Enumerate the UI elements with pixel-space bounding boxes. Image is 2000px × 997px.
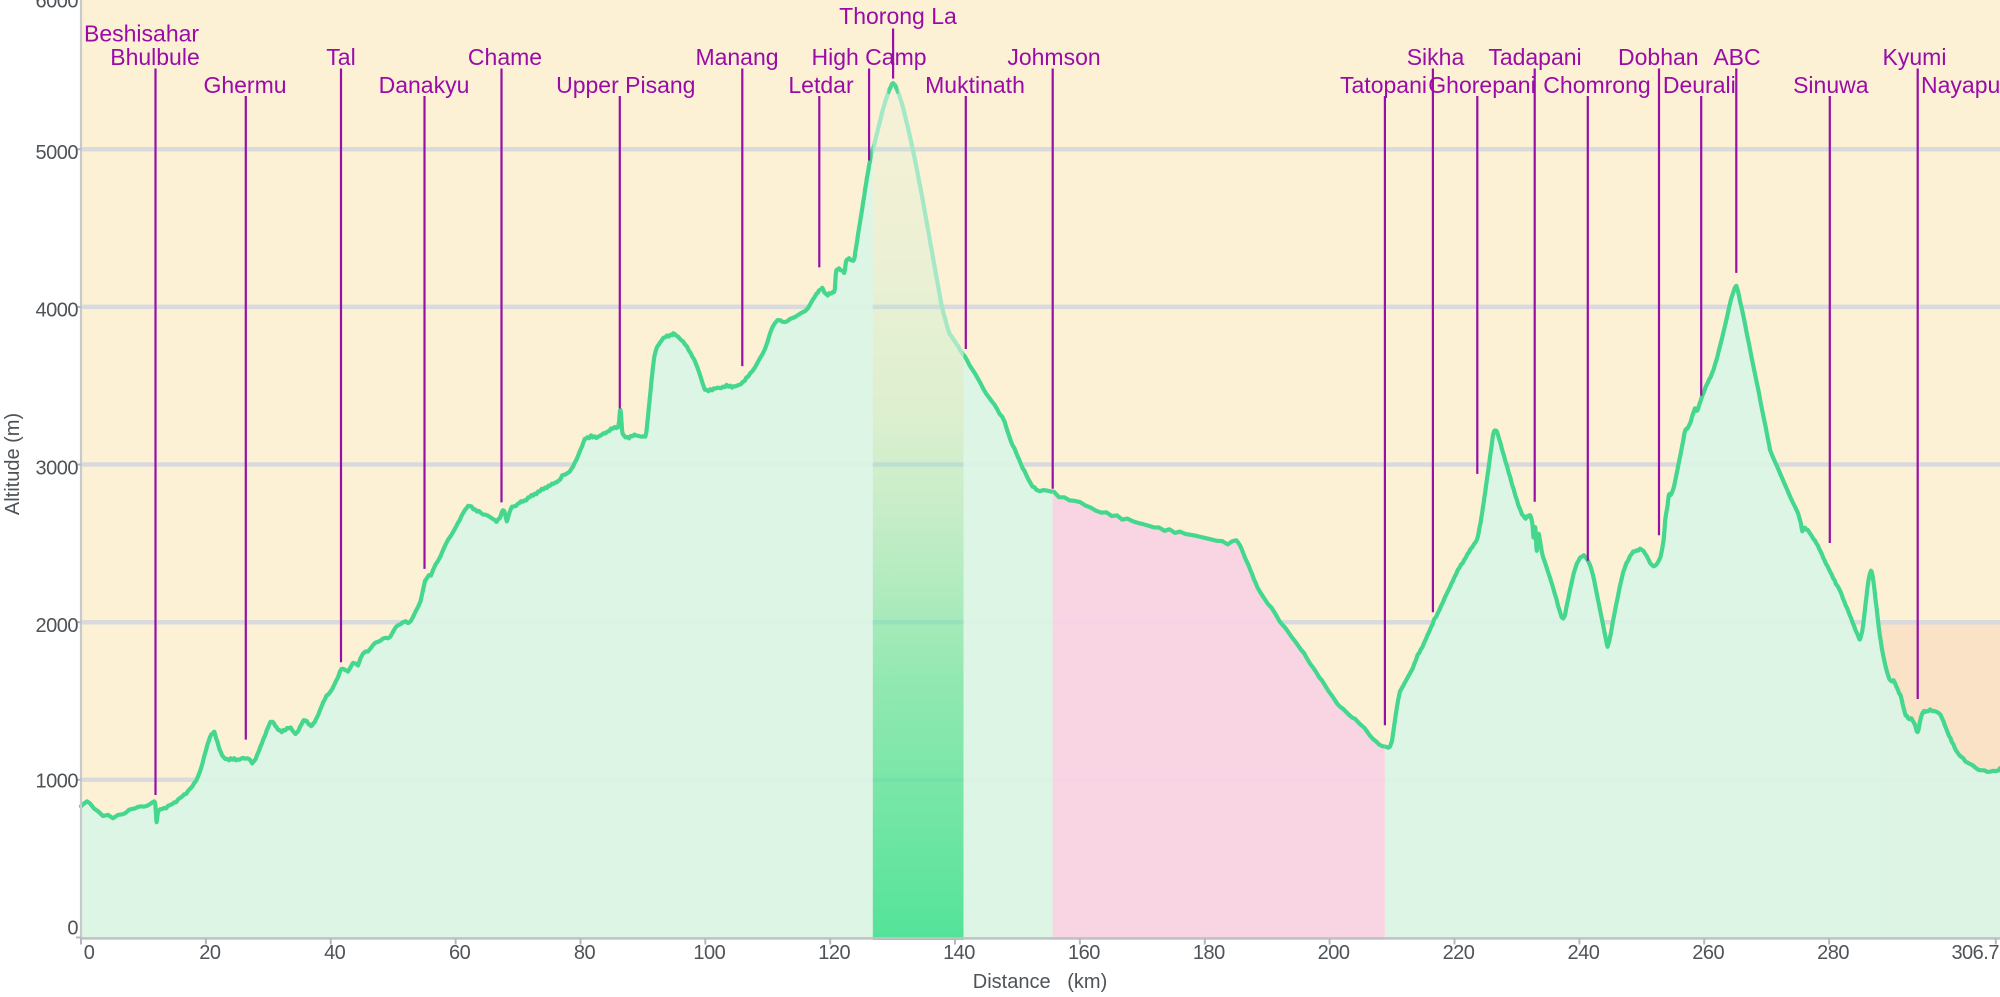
svg-text:Dobhan: Dobhan [1618, 44, 1699, 70]
svg-text:High Camp: High Camp [811, 44, 926, 70]
svg-text:160: 160 [1068, 942, 1100, 964]
svg-text:6000: 6000 [36, 0, 79, 13]
svg-text:Bhulbule: Bhulbule [110, 44, 200, 70]
svg-text:0: 0 [67, 918, 78, 940]
svg-text:40: 40 [324, 942, 346, 964]
svg-text:280: 280 [1817, 942, 1849, 964]
svg-text:Kyumi: Kyumi [1883, 44, 1947, 70]
svg-text:Thorong La: Thorong La [839, 3, 957, 29]
svg-text:Johmson: Johmson [1007, 44, 1100, 70]
svg-text:Altitude (m): Altitude (m) [2, 413, 24, 515]
svg-text:Ghermu: Ghermu [203, 72, 286, 98]
svg-text:Upper Pisang: Upper Pisang [556, 72, 695, 98]
svg-text:4000: 4000 [36, 300, 79, 322]
svg-text:Chomrong: Chomrong [1543, 72, 1650, 98]
svg-text:Tal: Tal [326, 44, 355, 70]
svg-text:Deurali: Deurali [1663, 72, 1736, 98]
svg-text:3000: 3000 [36, 457, 79, 479]
svg-text:200: 200 [1318, 942, 1350, 964]
svg-text:Sinuwa: Sinuwa [1793, 72, 1869, 98]
svg-text:120: 120 [818, 942, 850, 964]
svg-text:Manang: Manang [695, 44, 778, 70]
svg-text:5000: 5000 [36, 142, 79, 164]
svg-text:Chame: Chame [468, 44, 542, 70]
svg-text:1000: 1000 [36, 771, 79, 793]
svg-text:80: 80 [574, 942, 596, 964]
svg-text:Ghorepani: Ghorepani [1428, 72, 1535, 98]
svg-text:Muktinath: Muktinath [925, 72, 1025, 98]
svg-text:140: 140 [943, 942, 975, 964]
svg-text:ABC: ABC [1713, 44, 1760, 70]
svg-text:Danakyu: Danakyu [379, 72, 470, 98]
svg-text:Tatopani: Tatopani [1340, 72, 1427, 98]
svg-text:Distance (km): Distance (km) [973, 971, 1107, 993]
svg-text:2000: 2000 [36, 615, 79, 637]
svg-text:Tadapani: Tadapani [1488, 44, 1581, 70]
svg-text:Nayapul: Nayapul [1921, 72, 2000, 98]
svg-text:260: 260 [1692, 942, 1724, 964]
svg-text:0: 0 [84, 942, 95, 964]
svg-text:Sikha: Sikha [1407, 44, 1465, 70]
svg-text:Letdar: Letdar [788, 72, 854, 98]
svg-text:100: 100 [693, 942, 725, 964]
svg-text:60: 60 [449, 942, 471, 964]
svg-text:180: 180 [1193, 942, 1225, 964]
svg-text:20: 20 [199, 942, 221, 964]
svg-text:240: 240 [1567, 942, 1599, 964]
svg-text:Beshisahar: Beshisahar [84, 21, 199, 47]
svg-text:306.7: 306.7 [1951, 942, 1999, 964]
svg-text:220: 220 [1443, 942, 1475, 964]
